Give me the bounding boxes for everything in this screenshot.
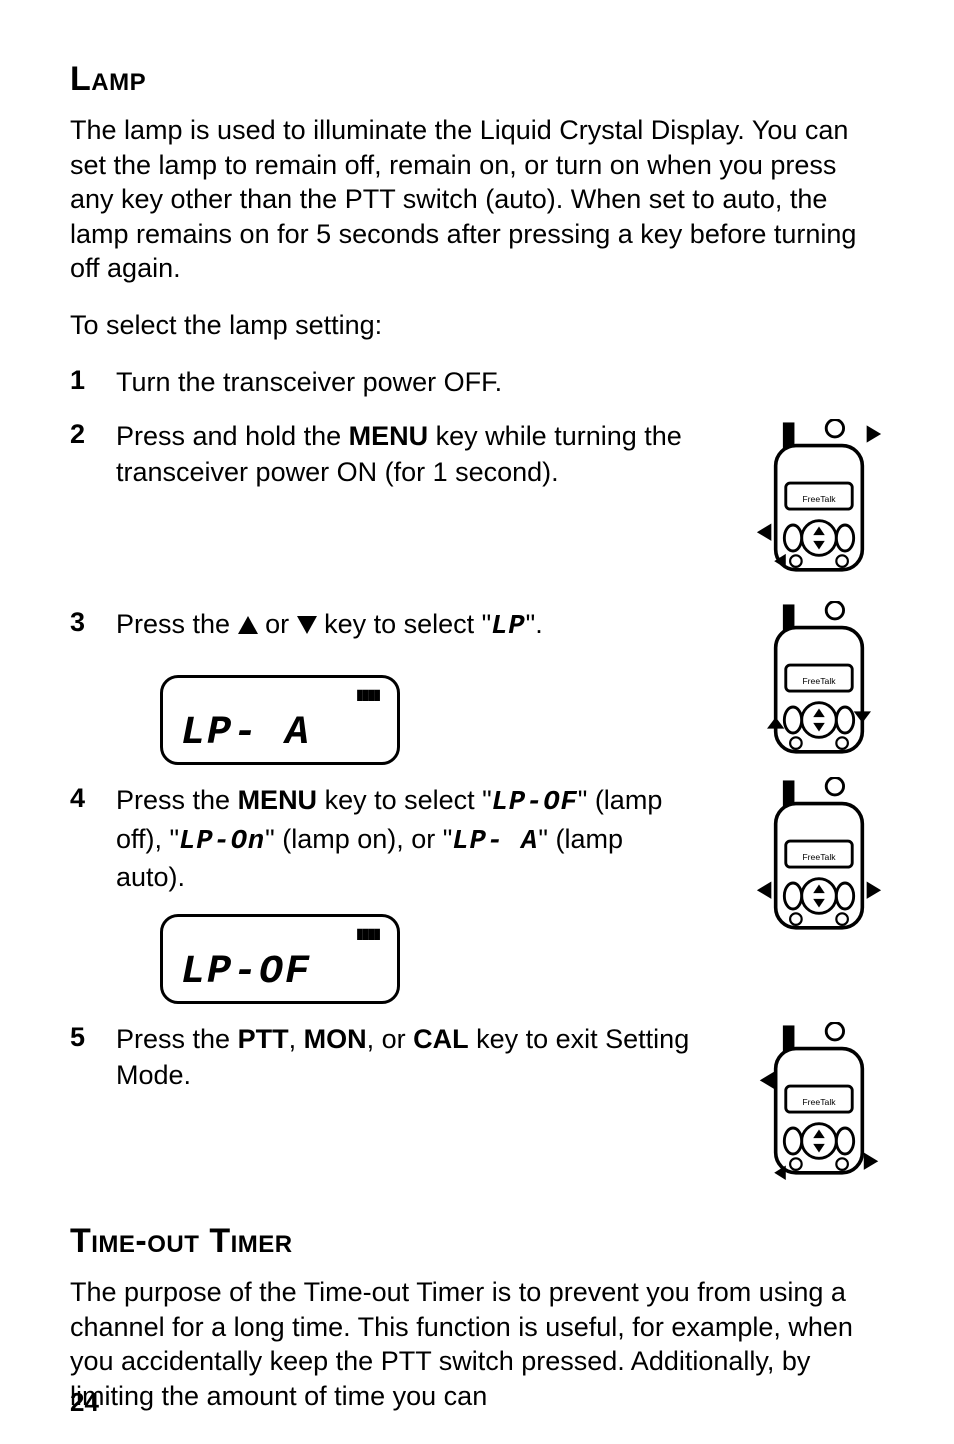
step-text: Press and hold the MENU key while turnin… [116,419,696,491]
step-5: 5 Press the PTT, MON, or CAL key to exit… [70,1022,884,1192]
menu-label: MENU [238,785,318,815]
up-arrow-icon [238,616,258,634]
radio-illustration-5: FreeTalk [754,1022,884,1182]
lcd-text: LP- A [181,711,311,756]
lamp-intro: To select the lamp setting: [70,310,884,341]
lcd-text: LP-OF [181,950,311,995]
lamp-paragraph: The lamp is used to illuminate the Liqui… [70,113,884,286]
ptt-label: PTT [381,1346,432,1376]
step-1: 1 Turn the transceiver power OFF. [70,365,884,401]
or-text: or [258,609,297,639]
step-3-mid: key to select " [317,609,492,639]
lcd-display-2: ▮▮▮▮ LP-OF [70,914,884,1004]
step-5-pre: Press the [116,1024,238,1054]
step-4-p1: key to select " [317,785,492,815]
lamp-heading: Lamp [70,60,884,99]
lamp-steps: 1 Turn the transceiver power OFF. 2 Pres… [70,365,884,1193]
step-number: 2 [70,419,116,450]
step-2-pre: Press and hold the [116,421,349,451]
step-5-m1: , [289,1024,304,1054]
ptt-label: PTT [238,1024,289,1054]
cal-label: CAL [413,1024,469,1054]
step-number: 5 [70,1022,116,1053]
step-text: Press the or key to select "LP". [116,607,696,646]
step-text: Press the PTT, MON, or CAL key to exit S… [116,1022,696,1094]
svg-text:FreeTalk: FreeTalk [802,494,836,504]
step-number: 3 [70,607,116,638]
mon-label: MON [304,1024,367,1054]
lp-a-segment: LP- A [452,827,538,857]
step-text: Turn the transceiver power OFF. [116,365,696,401]
lcd-box: ▮▮▮▮ LP-OF [160,914,400,1004]
lcd-box: ▮▮▮▮ LP- A [160,675,400,765]
lp-on-segment: LP-On [179,827,265,857]
step-4: 4 Press the MENU key to select "LP-OF " (… [70,783,884,897]
lp-segment: LP [491,612,525,642]
battery-icon: ▮▮▮▮ [356,686,379,703]
lcd-display-1: ▮▮▮▮ LP- A [70,675,884,765]
step-4-m2: " (lamp on), or " [265,824,452,854]
timeout-heading: Time-out Timer [70,1222,884,1261]
step-text: Press the MENU key to select "LP-OF " (la… [116,783,696,897]
svg-text:FreeTalk: FreeTalk [802,852,836,862]
page-number: 24 [70,1387,99,1418]
lp-of-segment: LP-OF [492,788,578,818]
step-number: 1 [70,365,116,396]
down-arrow-icon [297,616,317,634]
radio-illustration-4: FreeTalk [754,777,884,937]
step-4-pre: Press the [116,785,238,815]
step-number: 4 [70,783,116,814]
step-3-pre: Press the [116,609,238,639]
menu-label: MENU [349,421,429,451]
svg-text:FreeTalk: FreeTalk [802,1097,836,1107]
battery-icon: ▮▮▮▮ [356,925,379,942]
timeout-section: Time-out Timer The purpose of the Time-o… [70,1222,884,1413]
ptt-label: PTT [345,184,396,214]
step-3: 3 Press the or key to select "LP". FreeT… [70,607,884,657]
radio-illustration-2: FreeTalk [754,419,884,579]
step-2: 2 Press and hold the MENU key while turn… [70,419,884,589]
timeout-paragraph: The purpose of the Time-out Timer is to … [70,1275,884,1413]
manual-page: Lamp The lamp is used to illuminate the … [0,0,954,1444]
step-3-close: ". [526,609,543,639]
step-5-m2: , or [367,1024,414,1054]
